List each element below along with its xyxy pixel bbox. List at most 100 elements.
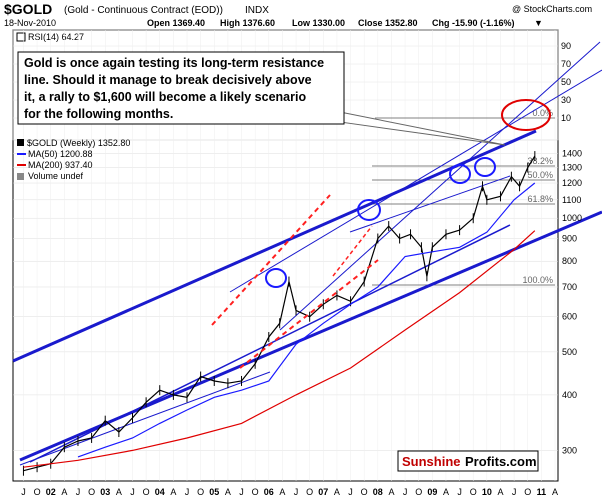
dashed-channel-upper <box>211 194 331 326</box>
dashed-channel-lower <box>239 259 379 369</box>
x-tick-36: J <box>512 487 517 497</box>
upper-parallel <box>279 41 601 331</box>
x-tick-4: J <box>76 487 81 497</box>
rsi-tick-50: 50 <box>561 77 571 87</box>
x-tick-8: J <box>130 487 135 497</box>
x-tick-12: J <box>185 487 190 497</box>
ma50-line <box>77 182 536 458</box>
x-tick-9: O <box>143 487 150 497</box>
x-tick-16: J <box>239 487 244 497</box>
y-tick-800: 800 <box>562 256 577 266</box>
callout-line-1: Gold is once again testing its long-term… <box>24 56 324 70</box>
change-value: Chg -15.90 (-1.16%) <box>432 18 515 28</box>
x-tick-21: O <box>306 487 313 497</box>
y-tick-1300: 1300 <box>562 163 582 173</box>
highlight-circle-2008 <box>357 199 381 221</box>
x-tick-0: J <box>21 487 26 497</box>
y-tick-1100: 1100 <box>562 195 581 205</box>
y-tick-1400: 1400 <box>562 148 582 158</box>
rsi-legend-swatch <box>16 32 26 42</box>
x-tick-23: A <box>334 487 340 497</box>
dashed-channel-mid <box>332 225 373 277</box>
x-tick-19: A <box>279 487 285 497</box>
legend: $GOLD (Weekly) 1352.80 MA(50) 1200.88 MA… <box>17 138 130 181</box>
fib-label-4: 100.0% <box>522 275 553 285</box>
y-tick-1000: 1000 <box>562 213 582 223</box>
low-value: Low 1330.00 <box>292 18 345 28</box>
x-tick-30: 09 <box>427 487 437 497</box>
x-tick-25: O <box>361 487 368 497</box>
sunshine-profits-logo: Sunshine Profits.com <box>397 450 539 472</box>
y-tick-400: 400 <box>562 390 577 400</box>
callout-line-4: for the following months. <box>24 107 173 121</box>
highlight-circle-2006 <box>265 268 287 288</box>
chart-symbol: $GOLD <box>4 1 52 17</box>
y-tick-900: 900 <box>562 234 577 244</box>
x-tick-6: 03 <box>100 487 110 497</box>
rsi-tick-90: 90 <box>561 41 571 51</box>
callout-line-3: it, a rally to $1,600 will become a like… <box>24 90 306 104</box>
resistance-line <box>12 129 537 363</box>
x-tick-35: A <box>497 487 503 497</box>
x-tick-1: O <box>34 487 41 497</box>
x-tick-34: 10 <box>482 487 492 497</box>
x-tick-20: J <box>294 487 299 497</box>
callout-box <box>17 51 345 125</box>
x-tick-7: A <box>116 487 122 497</box>
x-tick-29: O <box>415 487 422 497</box>
x-tick-17: O <box>252 487 259 497</box>
logo-part1: Sunshine <box>402 454 461 469</box>
x-tick-15: A <box>225 487 231 497</box>
x-tick-33: O <box>470 487 477 497</box>
callout-line-2: line. Should it manage to break decisive… <box>24 73 312 87</box>
rsi-tick-30: 30 <box>561 95 571 105</box>
x-tick-38: 11 <box>537 487 547 497</box>
mid-trend <box>349 175 511 233</box>
x-tick-37: O <box>524 487 531 497</box>
ma200-line <box>23 230 536 468</box>
watermark: @ StockCharts.com <box>512 4 592 14</box>
open-value: Open 1369.40 <box>147 18 205 28</box>
chart-date: 18-Nov-2010 <box>4 18 56 28</box>
x-tick-39: A <box>552 487 558 497</box>
legend-swatch-volume <box>17 173 24 180</box>
legend-volume: Volume undef <box>28 171 84 181</box>
rsi-tick-70: 70 <box>561 59 571 69</box>
x-tick-10: 04 <box>155 487 165 497</box>
highlight-circle-2010 <box>474 157 496 177</box>
legend-swatch-main <box>17 139 24 146</box>
y-tick-600: 600 <box>562 312 577 322</box>
fib-label-1: 38.2% <box>527 156 553 166</box>
x-tick-32: J <box>457 487 462 497</box>
chart-name: (Gold - Continuous Contract (EOD)) <box>64 5 223 16</box>
chart-exchange: INDX <box>245 5 269 16</box>
y-tick-500: 500 <box>562 347 577 357</box>
logo-part2: Profits.com <box>465 454 537 469</box>
close-value: Close 1352.80 <box>358 18 418 28</box>
fib-label-2: 50.0% <box>527 170 553 180</box>
x-tick-11: A <box>170 487 176 497</box>
y-tick-300: 300 <box>562 445 577 455</box>
y-tick-1200: 1200 <box>562 178 582 188</box>
x-tick-24: J <box>348 487 353 497</box>
rsi-tick-10: 10 <box>561 113 571 123</box>
price-line <box>23 155 536 472</box>
x-tick-2: 02 <box>46 487 56 497</box>
legend-main: $GOLD (Weekly) 1352.80 <box>27 138 130 148</box>
rsi-label: RSI(14) 64.27 <box>28 32 84 42</box>
x-tick-28: J <box>403 487 408 497</box>
y-tick-700: 700 <box>562 282 577 292</box>
x-tick-22: 07 <box>318 487 328 497</box>
fib-label-0: 0.0% <box>532 108 553 118</box>
x-tick-27: A <box>388 487 394 497</box>
channel-upper-thin <box>229 69 602 293</box>
x-tick-5: O <box>88 487 95 497</box>
fib-label-3: 61.8% <box>527 194 553 204</box>
legend-ma50: MA(50) 1200.88 <box>28 149 93 159</box>
x-tick-31: A <box>443 487 449 497</box>
target-circle <box>501 99 551 131</box>
x-tick-26: 08 <box>373 487 383 497</box>
down-marker-icon: ▼ <box>534 18 543 28</box>
x-tick-3: A <box>61 487 67 497</box>
